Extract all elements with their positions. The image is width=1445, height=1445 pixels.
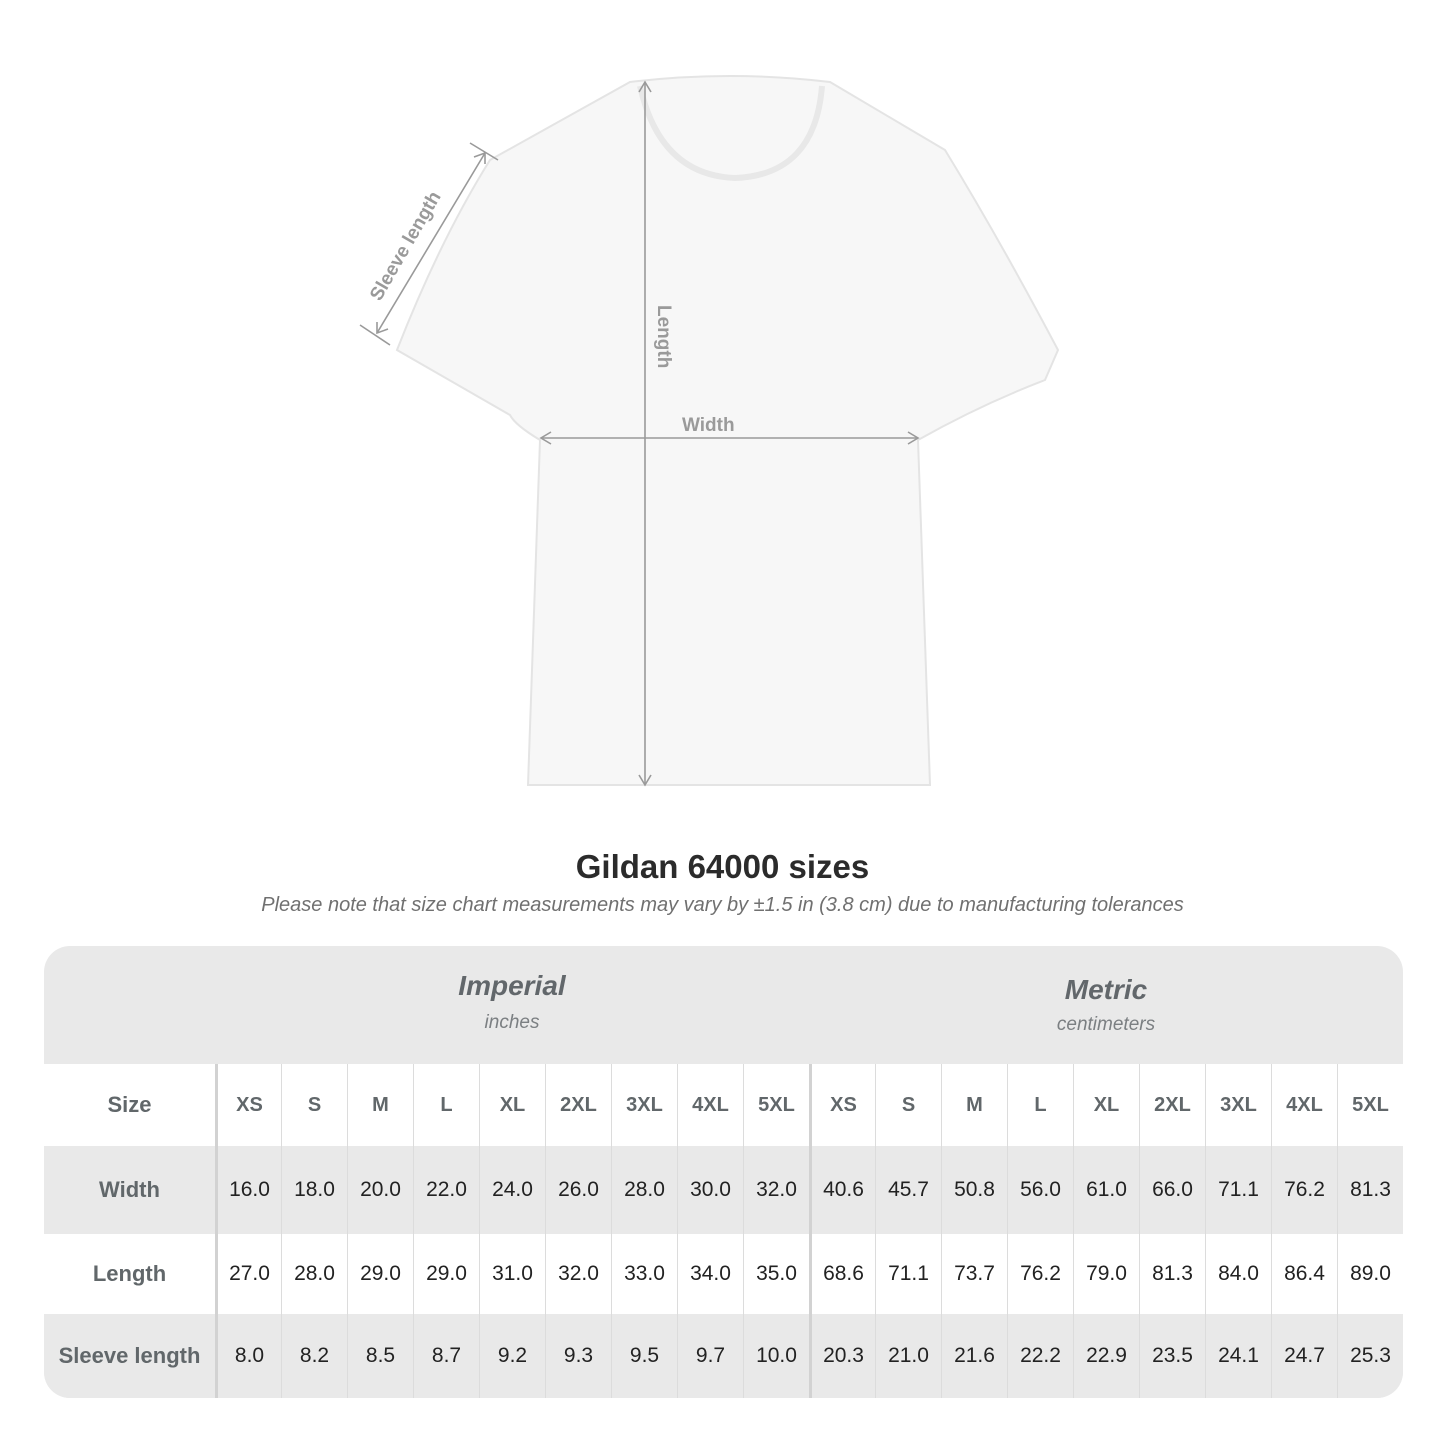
size-header-metric: XL	[1073, 1064, 1139, 1146]
table-row-width: Width 16.0 18.0 20.0 22.0 24.0 26.0 28.0 30.0 32.…	[44, 1146, 1403, 1234]
row-label: Length	[92, 1261, 167, 1286]
size-header-imperial: XL	[479, 1064, 545, 1146]
table-cell-imperial: 16.0	[215, 1146, 281, 1234]
table-cell-metric: 25.3	[1337, 1314, 1403, 1398]
table-cell-imperial: 9.7	[677, 1314, 743, 1398]
table-cell-metric: 21.0	[875, 1314, 941, 1398]
table-cell-metric: 22.9	[1073, 1314, 1139, 1398]
table-cell-imperial: 29.0	[413, 1234, 479, 1314]
table-cell-metric: 81.3	[1139, 1234, 1205, 1314]
tshirt-diagram: Sleeve length Length Width	[359, 75, 1060, 787]
table-cell-imperial: 26.0	[545, 1146, 611, 1234]
table-cell-metric: 22.2	[1007, 1314, 1073, 1398]
table-cell-metric: 71.1	[875, 1234, 941, 1314]
table-cell-metric: 86.4	[1271, 1234, 1337, 1314]
table-cell-metric: 40.6	[809, 1146, 875, 1234]
size-header-row: Size XS S M L XL 2XL 3XL 4XL 5XL XS S M L XL 2XL 3XL 4XL 5…	[44, 1064, 1403, 1146]
table-cell-imperial: 28.0	[611, 1146, 677, 1234]
size-header-imperial: 3XL	[611, 1064, 677, 1146]
size-header-metric: S	[875, 1064, 941, 1146]
row-label: Sleeve length	[58, 1343, 201, 1368]
size-header-imperial: 5XL	[743, 1064, 809, 1146]
measure-lines	[359, 80, 920, 787]
table-cell-imperial: 24.0	[479, 1146, 545, 1234]
table-cell-imperial: 20.0	[347, 1146, 413, 1234]
table-cell-metric: 79.0	[1073, 1234, 1139, 1314]
table-cell-imperial: 32.0	[545, 1234, 611, 1314]
size-header-metric: M	[941, 1064, 1007, 1146]
imperial-unit: inches	[484, 1012, 540, 1033]
table-cell-metric: 50.8	[941, 1146, 1007, 1234]
table-cell-metric: 68.6	[809, 1234, 875, 1314]
table-cell-imperial: 18.0	[281, 1146, 347, 1234]
size-header-imperial: S	[281, 1064, 347, 1146]
table-row-length: Length 27.0 28.0 29.0 29.0 31.0 32.0 33.0 34.0 35…	[44, 1234, 1403, 1314]
table-cell-imperial: 35.0	[743, 1234, 809, 1314]
size-header-metric: XS	[809, 1064, 875, 1146]
tshirt-image	[395, 75, 1060, 786]
table-cell-metric: 20.3	[809, 1314, 875, 1398]
row-label: Size	[107, 1092, 152, 1117]
table-cell-imperial: 27.0	[215, 1234, 281, 1314]
size-header-imperial: L	[413, 1064, 479, 1146]
table-cell-metric: 76.2	[1007, 1234, 1073, 1314]
table-cell-metric: 66.0	[1139, 1146, 1205, 1234]
table-cell-imperial: 28.0	[281, 1234, 347, 1314]
size-header-imperial: M	[347, 1064, 413, 1146]
width-label: Width	[682, 415, 735, 436]
size-header-metric: 5XL	[1337, 1064, 1403, 1146]
table-cell-imperial: 32.0	[743, 1146, 809, 1234]
size-header-imperial: 4XL	[677, 1064, 743, 1146]
page-title: Gildan 64000 sizes	[575, 848, 870, 885]
metric-header: Metric centimeters	[809, 946, 1403, 1064]
size-header-metric: 4XL	[1271, 1064, 1337, 1146]
table-cell-metric: 21.6	[941, 1314, 1007, 1398]
size-header-metric: 2XL	[1139, 1064, 1205, 1146]
table-cell-metric: 23.5	[1139, 1314, 1205, 1398]
table-cell-imperial: 8.0	[215, 1314, 281, 1398]
table-cell-metric: 24.1	[1205, 1314, 1271, 1398]
table-cell-imperial: 22.0	[413, 1146, 479, 1234]
size-header-imperial: XS	[215, 1064, 281, 1146]
table-cell-imperial: 8.2	[281, 1314, 347, 1398]
table-cell-imperial: 29.0	[347, 1234, 413, 1314]
table-cell-metric: 24.7	[1271, 1314, 1337, 1398]
table-cell-metric: 84.0	[1205, 1234, 1271, 1314]
table-cell-metric: 89.0	[1337, 1234, 1403, 1314]
imperial-header: Imperial inches	[215, 946, 809, 1064]
table-cell-imperial: 9.5	[611, 1314, 677, 1398]
table-cell-imperial: 8.5	[347, 1314, 413, 1398]
size-table: Imperial inches Metric centimeters Size X…	[44, 946, 1403, 1398]
table-row-sleeve-length: Sleeve length 8.0 8.2 8.5 8.7 9.2 9.3 9.5 9.7 10.…	[44, 1314, 1403, 1398]
collar	[637, 85, 825, 182]
table-cell-metric: 76.2	[1271, 1146, 1337, 1234]
table-cell-metric: 45.7	[875, 1146, 941, 1234]
table-cell-imperial: 10.0	[743, 1314, 809, 1398]
row-label: Width	[99, 1177, 160, 1202]
table-cell-imperial: 30.0	[677, 1146, 743, 1234]
table-cell-metric: 61.0	[1073, 1146, 1139, 1234]
table-cell-imperial: 9.2	[479, 1314, 545, 1398]
size-header-imperial: 2XL	[545, 1064, 611, 1146]
table-cell-metric: 73.7	[941, 1234, 1007, 1314]
imperial-title: Imperial	[458, 970, 566, 1001]
size-header-metric: L	[1007, 1064, 1073, 1146]
tolerance-note: Please note that size chart measurements…	[261, 894, 1184, 916]
table-cell-metric: 81.3	[1337, 1146, 1403, 1234]
table-cell-imperial: 8.7	[413, 1314, 479, 1398]
table-cell-imperial: 33.0	[611, 1234, 677, 1314]
metric-unit: centimeters	[1056, 1014, 1156, 1035]
length-label: Length	[653, 305, 674, 368]
table-cell-imperial: 9.3	[545, 1314, 611, 1398]
table-cell-metric: 56.0	[1007, 1146, 1073, 1234]
size-header-metric: 3XL	[1205, 1064, 1271, 1146]
table-cell-metric: 71.1	[1205, 1146, 1271, 1234]
metric-title: Metric	[1064, 974, 1148, 1005]
sleeve-line	[376, 152, 486, 334]
table-cell-imperial: 31.0	[479, 1234, 545, 1314]
table-cell-imperial: 34.0	[677, 1234, 743, 1314]
